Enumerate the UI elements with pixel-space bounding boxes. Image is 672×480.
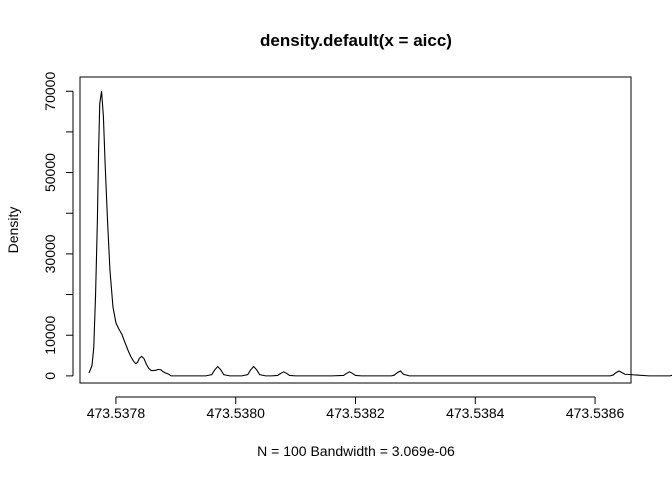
density-curve xyxy=(88,91,672,377)
x-tick-label: 473.5380 xyxy=(207,405,266,421)
y-tick-label: 70000 xyxy=(42,72,58,111)
y-axis-label: Density xyxy=(5,207,21,254)
y-tick-label: 30000 xyxy=(42,234,58,273)
x-axis: 473.5378 473.5380 473.5382 473.5384 473.5386 xyxy=(87,396,625,421)
y-axis: 0 10000 30000 50000 70000 xyxy=(42,72,74,380)
x-tick-label: 473.5386 xyxy=(566,405,625,421)
chart-title: density.default(x = aicc) xyxy=(260,31,452,50)
plot-frame xyxy=(79,76,632,384)
y-tick-label: 10000 xyxy=(42,316,58,355)
x-axis-label: N = 100 Bandwidth = 3.069e-06 xyxy=(257,443,455,459)
x-tick-label: 473.5384 xyxy=(446,405,505,421)
x-tick-label: 473.5382 xyxy=(326,405,385,421)
y-tick-label: 0 xyxy=(42,372,58,380)
x-tick-label: 473.5378 xyxy=(87,405,146,421)
y-tick-label: 50000 xyxy=(42,153,58,192)
